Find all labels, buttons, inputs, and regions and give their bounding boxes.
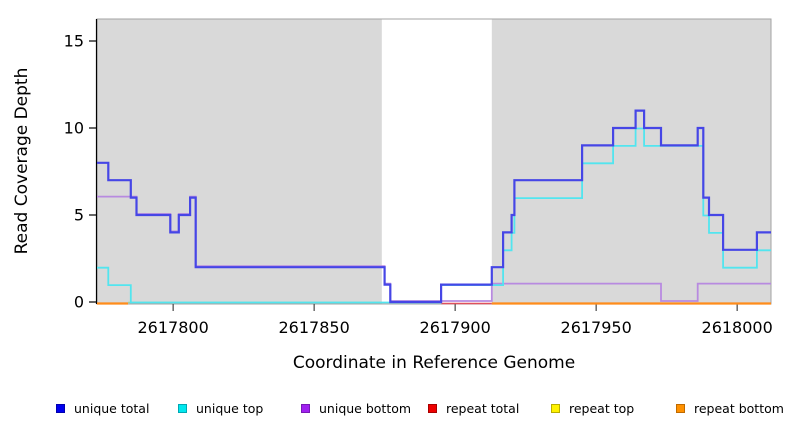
y-tick-label: 0	[74, 293, 84, 312]
x-tick-label: 2617800	[138, 318, 209, 337]
legend-label: unique total	[74, 400, 150, 416]
series-unique-total-line	[97, 109, 771, 304]
y-tick-label: 10	[64, 119, 84, 138]
legend-swatch-unique-bottom	[301, 403, 310, 413]
legend: unique total unique top unique bottom repea…	[0, 399, 792, 419]
legend-label: unique bottom	[319, 400, 412, 416]
x-axis-label: Coordinate in Reference Genome	[293, 353, 575, 373]
legend-swatch-unique-total	[56, 403, 65, 413]
x-tick-label: 2617900	[420, 318, 491, 337]
y-axis-label: Read Coverage Depth	[12, 68, 32, 255]
uncovered-gap-band	[381, 19, 492, 304]
legend-item-repeat-bottom: repeat bottom	[676, 399, 784, 417]
y-tick-label: 5	[74, 206, 84, 225]
x-tick-label: 2618000	[702, 318, 773, 337]
legend-label: unique top	[196, 400, 264, 416]
legend-item-unique-total: unique total	[56, 399, 149, 417]
legend-swatch-repeat-total	[428, 403, 437, 413]
legend-item-repeat-total: repeat total	[428, 399, 519, 417]
legend-item-repeat-top: repeat top	[551, 399, 634, 417]
legend-swatch-unique-top	[178, 403, 187, 413]
legend-swatch-repeat-top	[551, 403, 560, 413]
legend-label: repeat bottom	[694, 400, 784, 416]
legend-label: repeat top	[569, 400, 635, 416]
legend-item-unique-bottom: unique bottom	[301, 399, 411, 417]
legend-swatch-repeat-bottom	[676, 403, 685, 413]
x-tick-label: 2617950	[561, 318, 632, 337]
x-tick-label: 2617850	[279, 318, 350, 337]
legend-label: repeat total	[446, 400, 520, 416]
y-tick-label: 15	[64, 32, 84, 51]
legend-item-unique-top: unique top	[178, 399, 263, 417]
